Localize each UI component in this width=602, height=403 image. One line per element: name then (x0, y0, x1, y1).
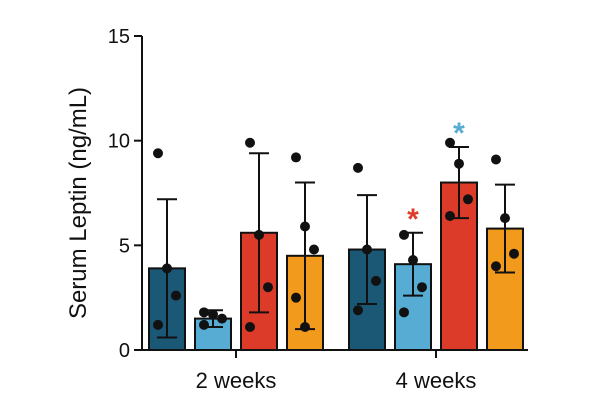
data-point (509, 248, 519, 259)
y-tick-label: 0 (119, 340, 130, 362)
data-point (362, 244, 372, 255)
data-point (353, 162, 363, 173)
y-tick-label: 10 (108, 131, 130, 153)
data-point (445, 137, 455, 148)
data-point (291, 152, 301, 163)
data-point (254, 229, 264, 240)
data-point (245, 321, 255, 332)
x-category-label: 4 weeks (396, 368, 477, 393)
data-point (309, 244, 319, 255)
data-point (199, 307, 209, 318)
data-point (171, 290, 181, 301)
data-point (399, 307, 409, 318)
data-point (500, 213, 510, 224)
data-point (445, 211, 455, 222)
data-point (491, 154, 501, 165)
data-point (300, 321, 310, 332)
data-point (153, 148, 163, 159)
data-point (463, 194, 473, 205)
y-tick-label: 15 (108, 26, 130, 48)
data-point (408, 254, 418, 265)
data-point (162, 263, 172, 274)
data-point (491, 261, 501, 272)
data-point (291, 292, 301, 303)
data-points (153, 137, 519, 332)
x-category-label: 2 weeks (196, 368, 277, 393)
data-point (217, 313, 227, 324)
data-point (153, 319, 163, 330)
data-point (263, 282, 273, 293)
significance-star: * (453, 117, 465, 150)
data-point (300, 221, 310, 232)
data-point (353, 305, 363, 316)
y-tick-label: 5 (119, 235, 130, 257)
significance-star: * (407, 203, 419, 236)
significance-markers: ** (407, 117, 465, 236)
data-point (199, 319, 209, 330)
data-point (454, 158, 464, 169)
data-point (245, 137, 255, 148)
data-point (399, 229, 409, 240)
data-point (208, 309, 218, 320)
data-point (371, 275, 381, 286)
data-point (417, 282, 427, 293)
y-axis-title: Serum Leptin (ng/mL) (65, 87, 92, 319)
axis-labels: 0 5 10 15 Serum Leptin (ng/mL) 2 weeks 4 weeks (65, 26, 476, 393)
